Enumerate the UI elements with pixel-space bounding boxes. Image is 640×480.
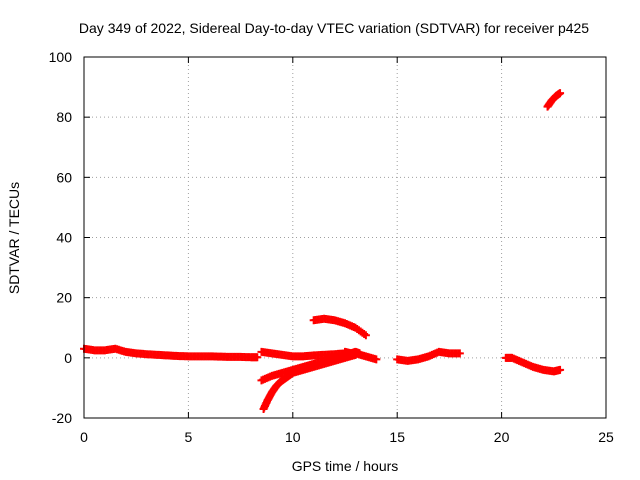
x-tick-label: 5 (185, 429, 193, 445)
y-tick-label: 0 (64, 350, 72, 366)
x-tick-label: 20 (494, 429, 510, 445)
y-tick-label: 100 (49, 49, 73, 65)
x-tick-label: 25 (598, 429, 614, 445)
data-segment (501, 353, 565, 376)
data-point (361, 331, 370, 340)
data-point (556, 89, 565, 98)
data-segment (393, 347, 464, 365)
x-tick-label: 15 (389, 429, 405, 445)
data-segment (543, 89, 565, 111)
chart-title: Day 349 of 2022, Sidereal Day-to-day VTE… (79, 20, 589, 36)
data-segment (259, 350, 360, 413)
y-tick-label: -20 (52, 410, 72, 426)
y-axis-label: SDTVAR / TECUs (6, 182, 22, 294)
x-tick-label: 10 (285, 429, 301, 445)
data-point (253, 353, 262, 362)
y-tick-label: 20 (56, 290, 72, 306)
data-point (556, 365, 565, 374)
data-segment (341, 347, 364, 358)
data-point (372, 355, 381, 364)
x-axis-label: GPS time / hours (292, 458, 399, 474)
data-marks (80, 89, 565, 413)
x-tick-label: 0 (80, 429, 88, 445)
ticks: 0 5 10 15 20 25 -20 0 20 40 60 80 100 (49, 49, 614, 445)
data-segment (257, 347, 381, 364)
data-segment (80, 344, 262, 362)
data-point (355, 349, 364, 358)
data-segment (309, 314, 370, 340)
plot-frame (83, 56, 607, 419)
data-point (455, 349, 464, 358)
y-tick-label: 60 (56, 169, 72, 185)
y-tick-label: 80 (56, 109, 72, 125)
y-tick-label: 40 (56, 230, 72, 246)
